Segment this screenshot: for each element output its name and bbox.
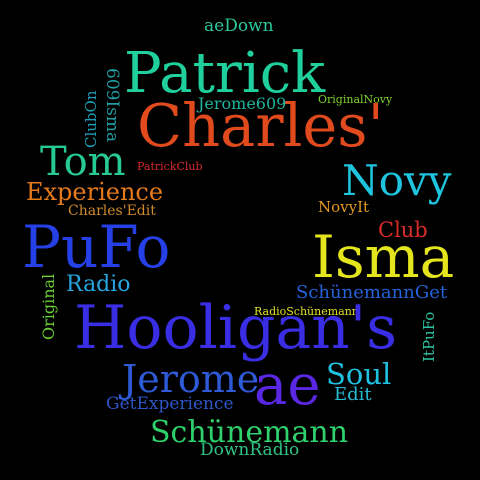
word-charles: Charles' — [137, 91, 384, 160]
word-aedown: aeDown — [204, 16, 274, 36]
word-soul: Soul — [326, 357, 392, 391]
word-schunemann: Schünemann — [150, 415, 349, 450]
word-novy: Novy — [342, 156, 452, 205]
word-edit: Edit — [334, 384, 372, 405]
word-patrick: Patrick — [124, 41, 326, 106]
word-getexperience: GetExperience — [106, 394, 234, 414]
word-originalnovy: OriginalNovy — [318, 93, 393, 106]
word-downradio: DownRadio — [200, 440, 300, 460]
word-schunemannget: SchünemannGet — [296, 282, 448, 303]
word-charlesedit: Charles'Edit — [68, 203, 156, 219]
word-experience: Experience — [26, 178, 164, 206]
word-isma: Isma — [312, 223, 455, 291]
word-609isma: 609Isma — [102, 68, 122, 143]
word-jerome: Jerome — [122, 357, 260, 401]
word-ae: ae — [254, 353, 321, 418]
word-hooligans: Hooligan's — [74, 293, 398, 363]
word-itpufo: ItPuFo — [420, 311, 438, 362]
word-radioschunemann: RadioSchünemann — [254, 305, 359, 318]
word-club: Club — [378, 218, 428, 242]
word-original: Original — [39, 273, 58, 340]
word-jerome609: Jerome609 — [198, 94, 287, 113]
word-radio: Radio — [66, 272, 131, 297]
word-pufo: PuFo — [22, 213, 171, 281]
word-tom: Tom — [40, 139, 126, 185]
word-patrickclub: PatrickClub — [137, 160, 203, 173]
word-novyit: NovyIt — [318, 198, 370, 216]
